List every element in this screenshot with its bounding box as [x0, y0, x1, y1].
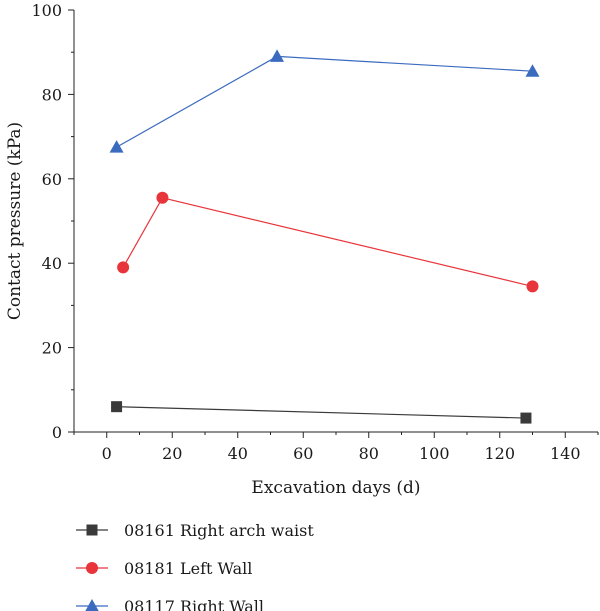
data-point: [526, 280, 539, 293]
x-tick-label: 0: [102, 444, 112, 463]
x-tick-label: 100: [419, 444, 450, 463]
data-point: [520, 412, 532, 424]
legend-item: 08161 Right arch waist: [76, 521, 314, 540]
legend-marker: [86, 524, 98, 536]
data-point: [109, 140, 124, 153]
x-ticks: 0 20 40 60 80 100 120 140: [73, 432, 599, 463]
data-point: [156, 191, 169, 204]
legend-label: 08181 Left Wall: [124, 559, 252, 578]
x-tick-label: 80: [359, 444, 379, 463]
plot-axes: [73, 10, 598, 433]
legend-item: 08181 Left Wall: [76, 559, 252, 578]
series-line: [116, 55, 533, 148]
y-axis-title: Contact pressure (kPa): [5, 122, 25, 320]
legend: 08161 Right arch waist 08181 Left Wall 081…: [76, 521, 314, 611]
y-tick-label: 40: [42, 254, 62, 273]
series-line: [116, 406, 526, 419]
legend-label: 08117 Right Wall: [124, 597, 264, 611]
data-point: [270, 49, 285, 62]
data-point: [111, 401, 123, 413]
x-axis-title: Excavation days (d): [251, 478, 420, 498]
x-tick-label: 20: [162, 444, 182, 463]
series-layer: [109, 49, 540, 424]
data-point: [525, 64, 540, 77]
data-point: [117, 261, 130, 274]
x-tick-label: 60: [293, 444, 313, 463]
y-ticks: 0 20 40 60 80 100: [31, 1, 74, 442]
series-3: [109, 49, 540, 153]
y-tick-label: 0: [52, 423, 62, 442]
x-tick-label: 120: [484, 444, 515, 463]
series-line: [122, 197, 533, 287]
legend-marker: [86, 562, 98, 574]
legend-item: 08117 Right Wall: [76, 597, 264, 611]
series-2: [117, 191, 539, 293]
legend-marker: [85, 599, 99, 611]
x-tick-label: 140: [550, 444, 581, 463]
y-tick-label: 60: [42, 170, 62, 189]
legend-label: 08161 Right arch waist: [124, 521, 314, 540]
x-tick-label: 40: [228, 444, 248, 463]
y-tick-label: 80: [42, 85, 62, 104]
y-tick-label: 100: [31, 1, 62, 20]
y-tick-label: 20: [42, 339, 62, 358]
series-1: [111, 401, 532, 424]
